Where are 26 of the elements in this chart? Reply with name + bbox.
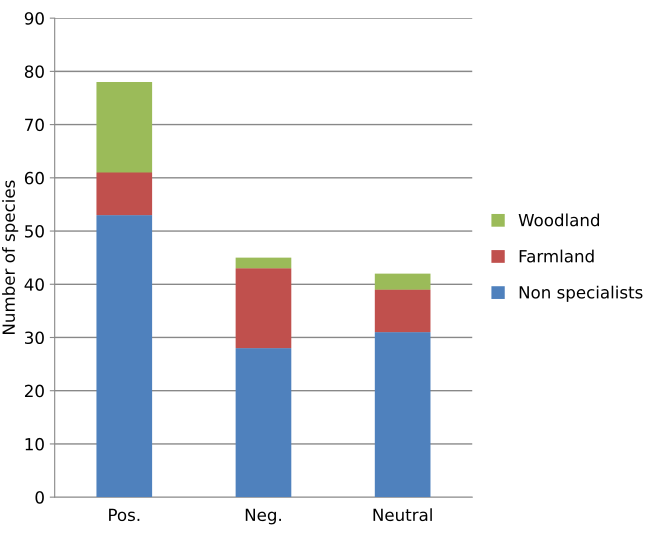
bar xyxy=(236,258,292,268)
bar xyxy=(236,348,292,498)
y-tick-label: 10 xyxy=(26,438,44,450)
legend-label: Non specialists xyxy=(520,286,642,302)
y-tick-label: 80 xyxy=(24,65,44,78)
legend-label: Farmland xyxy=(520,250,594,262)
y-tick-label: 40 xyxy=(24,278,44,291)
x-tick-label: Neg. xyxy=(246,508,281,524)
y-axis-title: Number of species xyxy=(2,180,18,334)
y-tick-label: 50 xyxy=(25,225,44,238)
x-tick-label: Neutral xyxy=(374,508,432,522)
y-tick-label: 30 xyxy=(25,331,44,344)
bar xyxy=(96,215,152,498)
bar xyxy=(96,172,152,216)
x-tick-label: Pos. xyxy=(109,508,140,522)
y-tick-label: 0 xyxy=(35,491,44,504)
bar xyxy=(374,332,430,498)
y-tick-label: 60 xyxy=(24,172,44,184)
bar xyxy=(96,82,152,172)
y-tick-label: 90 xyxy=(24,12,44,25)
bar xyxy=(236,268,292,348)
bar xyxy=(374,274,430,290)
y-tick-label: 20 xyxy=(24,384,44,398)
bar xyxy=(374,290,430,332)
y-tick-label: 70 xyxy=(25,118,44,132)
legend-label: Woodland xyxy=(518,213,600,226)
